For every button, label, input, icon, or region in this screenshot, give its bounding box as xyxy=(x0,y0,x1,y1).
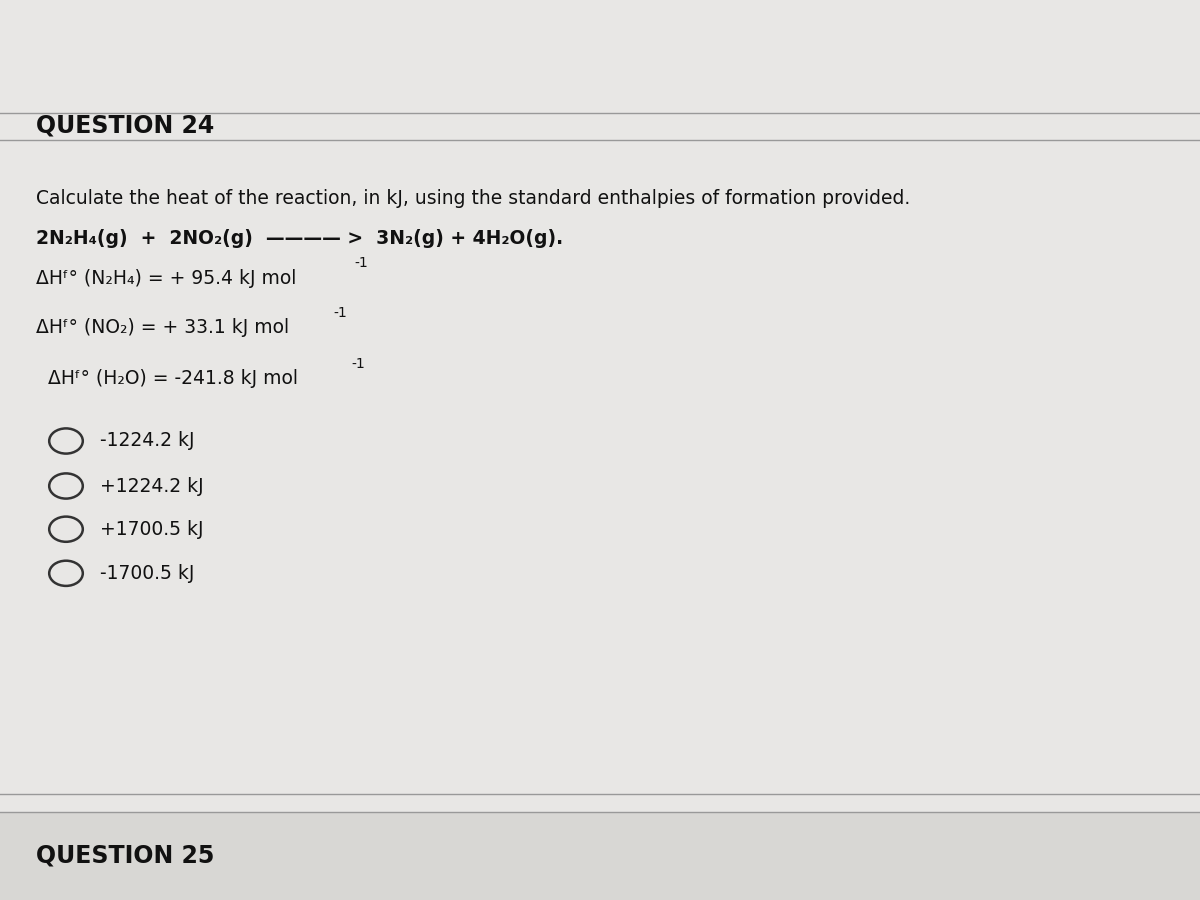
Text: +1224.2 kJ: +1224.2 kJ xyxy=(100,476,203,496)
Text: -1700.5 kJ: -1700.5 kJ xyxy=(100,563,194,583)
Text: ΔHᶠ° (N₂H₄) = + 95.4 kJ mol: ΔHᶠ° (N₂H₄) = + 95.4 kJ mol xyxy=(36,268,296,287)
Text: 2N₂H₄(g)  +  2NO₂(g)  ———— >  3N₂(g) + 4H₂O(g).: 2N₂H₄(g) + 2NO₂(g) ———— > 3N₂(g) + 4H₂O(… xyxy=(36,229,563,248)
Text: ΔHᶠ° (NO₂) = + 33.1 kJ mol: ΔHᶠ° (NO₂) = + 33.1 kJ mol xyxy=(36,318,289,337)
Text: -1: -1 xyxy=(354,256,367,270)
Text: ΔHᶠ° (H₂O) = -241.8 kJ mol: ΔHᶠ° (H₂O) = -241.8 kJ mol xyxy=(48,369,298,388)
FancyBboxPatch shape xyxy=(0,812,1200,900)
Text: -1: -1 xyxy=(334,306,347,319)
Text: Calculate the heat of the reaction, in kJ, using the standard enthalpies of form: Calculate the heat of the reaction, in k… xyxy=(36,188,911,208)
Text: QUESTION 25: QUESTION 25 xyxy=(36,844,215,868)
Text: QUESTION 24: QUESTION 24 xyxy=(36,114,215,138)
Text: +1700.5 kJ: +1700.5 kJ xyxy=(100,519,203,539)
Text: -1: -1 xyxy=(352,357,365,371)
Text: -1224.2 kJ: -1224.2 kJ xyxy=(100,431,194,451)
